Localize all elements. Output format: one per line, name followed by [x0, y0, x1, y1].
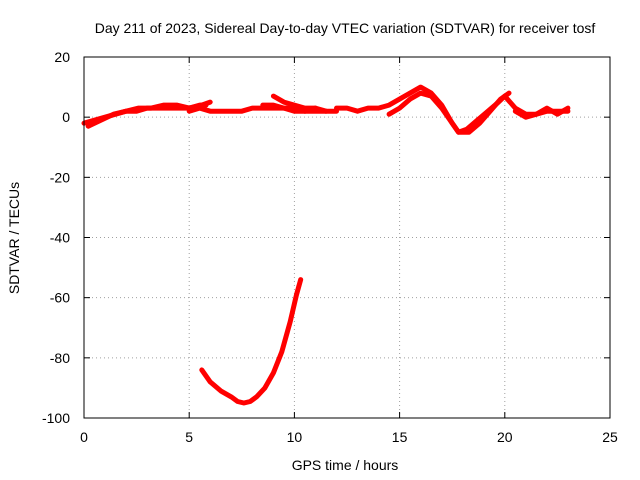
x-axis-label: GPS time / hours [292, 457, 399, 473]
axis-ticks [83, 56, 611, 419]
series-line-arc-6 [199, 277, 304, 406]
x-tick-label: 25 [602, 429, 618, 445]
chart-title: Day 211 of 2023, Sidereal Day-to-day VTE… [95, 20, 596, 36]
x-tick-label: 0 [80, 429, 88, 445]
y-tick-label: -40 [50, 230, 70, 246]
series-line-arc-8 [386, 90, 512, 135]
series-line-arc-5 [260, 102, 318, 114]
y-tick-label: -80 [50, 350, 70, 366]
y-tick-label: -100 [42, 410, 70, 426]
y-tick-label: -20 [50, 169, 70, 185]
x-tick-label: 10 [287, 429, 303, 445]
x-tick-label: 20 [497, 429, 513, 445]
y-axis-label: SDTVAR / TECUs [6, 182, 22, 294]
series-group [81, 84, 571, 406]
series-line-arc-9 [512, 105, 571, 120]
axis-tick-labels: 0 5 10 15 20 25 20 0 -20 -40 -60 -80 -100 [42, 49, 618, 445]
grid-lines [84, 57, 610, 418]
x-tick-label: 5 [185, 429, 193, 445]
y-tick-label: -60 [50, 290, 70, 306]
series-line-arc-2 [85, 99, 213, 129]
x-tick-label: 15 [392, 429, 408, 445]
y-tick-label: 0 [62, 109, 70, 125]
y-tick-label: 20 [54, 49, 70, 65]
